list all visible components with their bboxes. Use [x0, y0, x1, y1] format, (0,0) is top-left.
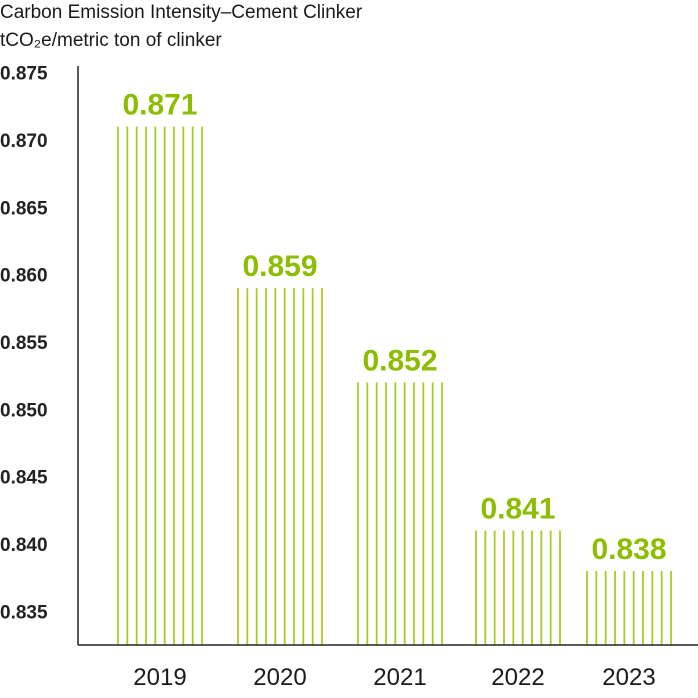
data-label: 0.838 [591, 533, 666, 566]
y-tick-label: 0.870 [0, 131, 48, 152]
x-tick-label: 2019 [133, 664, 186, 691]
bar-2021 [357, 382, 443, 645]
y-axis: 0.875 0.870 0.865 0.860 0.855 0.850 0.845 0.840… [0, 64, 79, 645]
x-axis: 2019 2020 2021 2022 2023 [78, 644, 698, 691]
data-label: 0.871 [122, 89, 197, 122]
bars [117, 126, 672, 645]
y-tick-label: 0.850 [0, 400, 48, 421]
x-tick-label: 2022 [491, 664, 544, 691]
y-tick-label: 0.865 [0, 198, 48, 219]
y-tick-label: 0.835 [0, 602, 48, 623]
data-label: 0.852 [362, 344, 437, 377]
x-tick-label: 2020 [253, 664, 306, 691]
y-tick-label: 0.860 [0, 266, 48, 287]
data-label: 0.859 [242, 250, 317, 283]
y-tick-label: 0.840 [0, 535, 48, 556]
y-tick-label: 0.855 [0, 333, 48, 354]
bar-2019 [117, 126, 203, 645]
chart-title: Carbon Emission Intensity–Cement Clinker [0, 2, 363, 23]
bar-2022 [475, 530, 561, 645]
bar-2020 [237, 288, 323, 645]
bar-2023 [586, 570, 672, 645]
data-label: 0.841 [480, 493, 555, 526]
y-tick-label: 0.875 [0, 64, 48, 85]
data-labels: 0.871 0.859 0.852 0.841 0.838 [122, 89, 666, 566]
x-tick-label: 2023 [602, 664, 655, 691]
y-axis-unit: tCO₂e/metric ton of clinker [0, 30, 222, 51]
x-tick-label: 2021 [373, 664, 426, 691]
y-tick-label: 0.845 [0, 468, 48, 489]
